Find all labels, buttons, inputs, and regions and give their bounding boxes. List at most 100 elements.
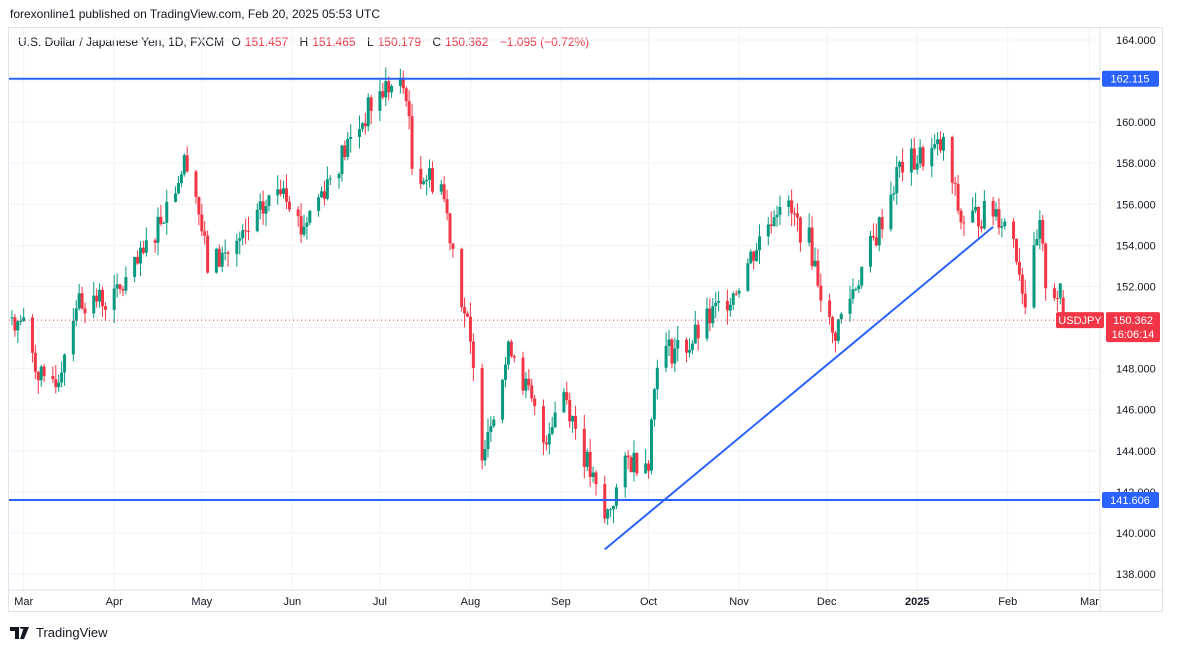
- candle-body: [401, 79, 405, 89]
- time-tick-label: Jul: [373, 596, 387, 608]
- candle-body: [971, 210, 975, 223]
- candle-body: [463, 307, 467, 314]
- candle-body: [1041, 219, 1045, 244]
- candle-body: [176, 183, 180, 194]
- candle-body: [509, 341, 513, 357]
- candle-body: [503, 364, 507, 380]
- candle-body: [1035, 238, 1039, 246]
- price-tick-label: 146.000: [1116, 405, 1156, 417]
- candle-body: [725, 300, 729, 311]
- candle-body: [445, 199, 449, 214]
- candle-body: [1000, 226, 1004, 228]
- candle-body: [220, 252, 224, 267]
- candle-body: [325, 179, 329, 199]
- candle-body: [644, 463, 648, 474]
- candle-body: [728, 304, 732, 311]
- candle-body: [857, 285, 861, 290]
- candle-body: [950, 137, 954, 183]
- symbol-tag-label: USDJPY: [1058, 315, 1102, 327]
- brand-name: TradingView: [36, 625, 108, 640]
- close-value: 150.362: [445, 35, 489, 49]
- candle-body: [387, 81, 391, 93]
- candle-body: [553, 412, 557, 428]
- candle-body: [92, 295, 96, 314]
- candle-body: [670, 339, 674, 364]
- candle-body: [731, 293, 735, 305]
- candle-body: [974, 206, 978, 211]
- candle-body: [185, 155, 189, 172]
- candle-body: [54, 379, 58, 388]
- candle-body: [115, 284, 119, 289]
- candle-body: [629, 457, 633, 473]
- candle-body: [939, 139, 943, 151]
- candle-body: [977, 206, 981, 227]
- candle-body: [39, 366, 43, 381]
- candle-body: [489, 426, 493, 432]
- candle-body: [378, 91, 382, 111]
- candle-body: [279, 189, 283, 195]
- candle-body: [308, 210, 312, 223]
- tradingview-logo[interactable]: TradingView: [10, 625, 108, 640]
- candle-body: [889, 194, 893, 230]
- candle-body: [880, 217, 884, 230]
- candle-body: [398, 79, 402, 86]
- candle-body: [909, 148, 913, 173]
- candle-body: [994, 209, 998, 217]
- candle-body: [813, 260, 817, 267]
- candle-body: [708, 308, 712, 324]
- candle-body: [337, 174, 341, 179]
- candle-body: [349, 136, 353, 139]
- candle-body: [153, 240, 157, 243]
- candle-body: [915, 163, 919, 170]
- candle-body: [854, 289, 858, 291]
- candle-body: [918, 147, 922, 164]
- candle-body: [898, 161, 902, 168]
- candle-body: [1020, 274, 1024, 294]
- chart-frame[interactable]: [8, 27, 1163, 612]
- candle-body: [302, 226, 306, 235]
- candle-body: [133, 256, 137, 278]
- candle-body: [165, 201, 169, 223]
- candle-body: [758, 236, 762, 251]
- candle-body: [320, 191, 324, 198]
- candle-body: [833, 332, 837, 341]
- candle-body: [296, 209, 300, 217]
- candle-body: [200, 214, 204, 232]
- candle-body: [594, 472, 598, 485]
- published-caption: forexonline1 published on TradingView.co…: [10, 7, 381, 21]
- candle-body: [533, 398, 537, 407]
- candle-body: [588, 451, 592, 477]
- candle-body: [895, 167, 899, 194]
- time-tick-label: Nov: [729, 596, 749, 608]
- tradingview-logo-icon: [10, 626, 29, 639]
- candle-body: [156, 216, 160, 243]
- time-tick-label: Oct: [640, 596, 657, 608]
- candle-body: [892, 193, 896, 195]
- candle-body: [241, 230, 245, 239]
- price-tick-label: 144.000: [1116, 446, 1156, 458]
- last-price-label: 150.362: [1113, 315, 1153, 327]
- time-tick-label: Sep: [551, 596, 571, 608]
- candle-body: [299, 216, 303, 235]
- candle-body: [606, 509, 610, 519]
- candle-body: [571, 415, 575, 422]
- candle-body: [979, 226, 983, 229]
- candle-body: [121, 289, 125, 291]
- candle-body: [871, 236, 875, 238]
- candle-body: [363, 123, 367, 127]
- candle-body: [138, 247, 142, 264]
- candle-body: [982, 200, 986, 229]
- candle-body: [360, 123, 364, 130]
- candle-body: [550, 427, 554, 434]
- candle-body: [667, 339, 671, 346]
- price-tick-label: 160.000: [1116, 117, 1156, 129]
- candle-body: [422, 181, 426, 185]
- candle-body: [506, 341, 510, 365]
- candle-body: [828, 300, 832, 318]
- candle-body: [404, 88, 408, 102]
- candle-body: [930, 148, 934, 167]
- candle-body: [103, 306, 107, 310]
- candle-body: [141, 247, 145, 253]
- candle-body: [217, 248, 221, 267]
